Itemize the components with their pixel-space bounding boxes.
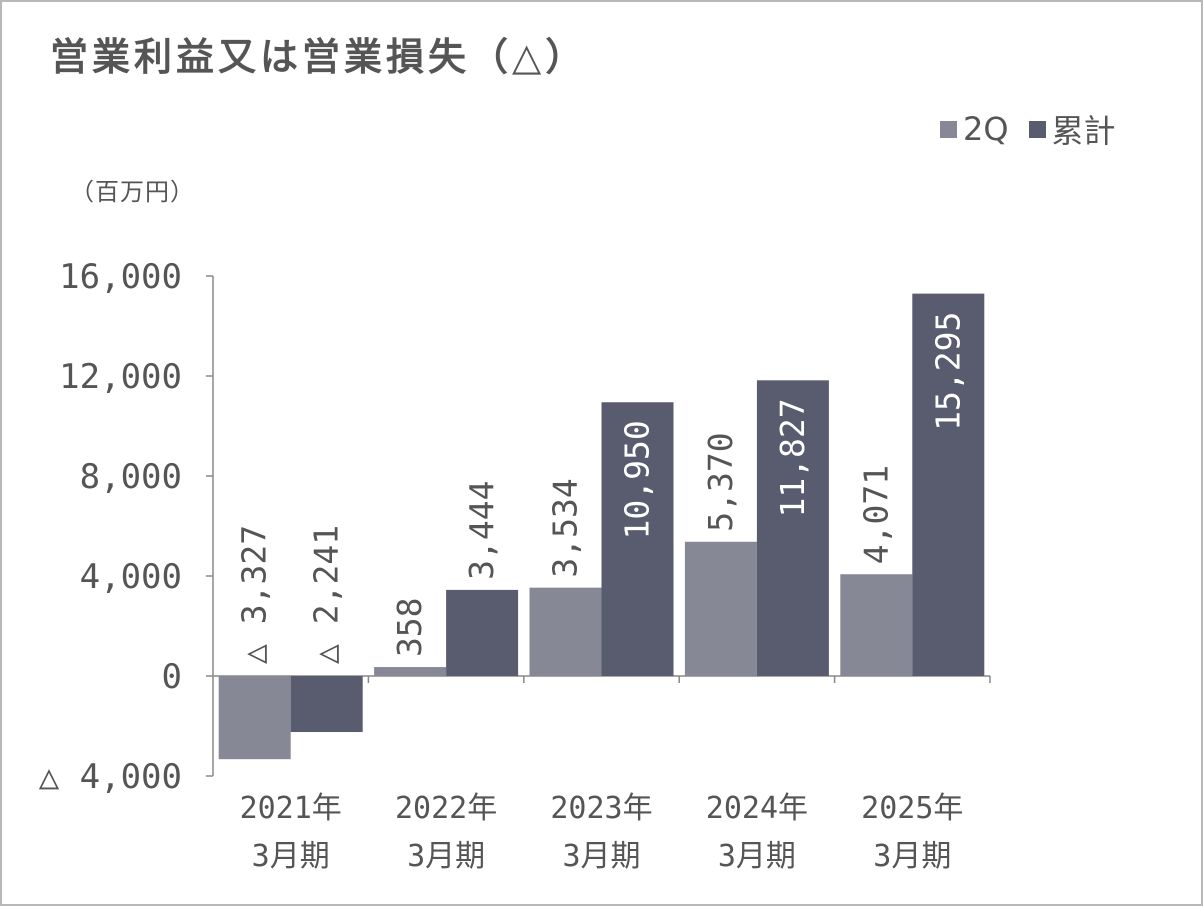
bar-2q — [218, 676, 291, 760]
y-tick-label: 16,000 — [59, 257, 182, 297]
legend-swatch-2q — [940, 120, 957, 138]
y-tick-label: 8,000 — [80, 457, 182, 497]
bar-2q — [374, 667, 447, 676]
chart-title: 営業利益又は営業損失（△） — [50, 35, 588, 79]
data-label-2q: △ 3,327 — [235, 525, 274, 664]
data-label-cumulative: 11,827 — [773, 398, 812, 517]
y-tick-label: 12,000 — [59, 357, 182, 397]
data-label-cumulative: 15,295 — [928, 312, 967, 431]
y-tick-label: 4,000 — [80, 557, 182, 597]
legend: 2Q 累計 — [940, 106, 1116, 152]
legend-swatch-cumulative — [1028, 120, 1046, 138]
legend-item-cumulative: 累計 — [1028, 106, 1116, 152]
bar-cumulative — [912, 293, 985, 676]
data-label-2q: 358 — [390, 597, 429, 657]
legend-label-cumulative: 累計 — [1051, 112, 1116, 150]
data-label-2q: 4,071 — [856, 465, 895, 564]
x-category-label-year: 2024年 — [706, 791, 808, 826]
y-tick-label: △ 4,000 — [39, 757, 182, 797]
bar-2q — [840, 574, 913, 676]
bar-cumulative — [756, 380, 829, 676]
data-label-cumulative: △ 2,241 — [307, 525, 346, 664]
legend-label-2q: 2Q — [963, 110, 1009, 148]
bar-cumulative — [601, 402, 674, 676]
bar-2q — [529, 587, 602, 676]
data-label-cumulative: 3,444 — [462, 481, 501, 580]
x-category-label-period: 3月期 — [252, 839, 330, 874]
data-label-2q: 3,534 — [546, 478, 585, 577]
data-label-2q: 5,370 — [701, 432, 740, 531]
x-category-label-year: 2022年 — [395, 791, 497, 826]
x-category-label-period: 3月期 — [407, 839, 485, 874]
data-label-cumulative: 10,950 — [618, 420, 657, 539]
x-category-label-period: 3月期 — [873, 839, 951, 874]
bar-cumulative — [446, 589, 519, 676]
bar-2q — [684, 541, 757, 676]
x-category-label-period: 3月期 — [718, 839, 796, 874]
unit-label: （百万円） — [70, 178, 195, 206]
x-category-label-year: 2021年 — [240, 791, 342, 826]
x-category-label-year: 2025年 — [861, 791, 963, 826]
bar-cumulative — [290, 676, 363, 733]
y-tick-label: 0 — [162, 657, 182, 697]
x-category-label-year: 2023年 — [550, 791, 652, 826]
legend-item-2q: 2Q — [940, 110, 1009, 148]
x-category-label-period: 3月期 — [562, 839, 640, 874]
